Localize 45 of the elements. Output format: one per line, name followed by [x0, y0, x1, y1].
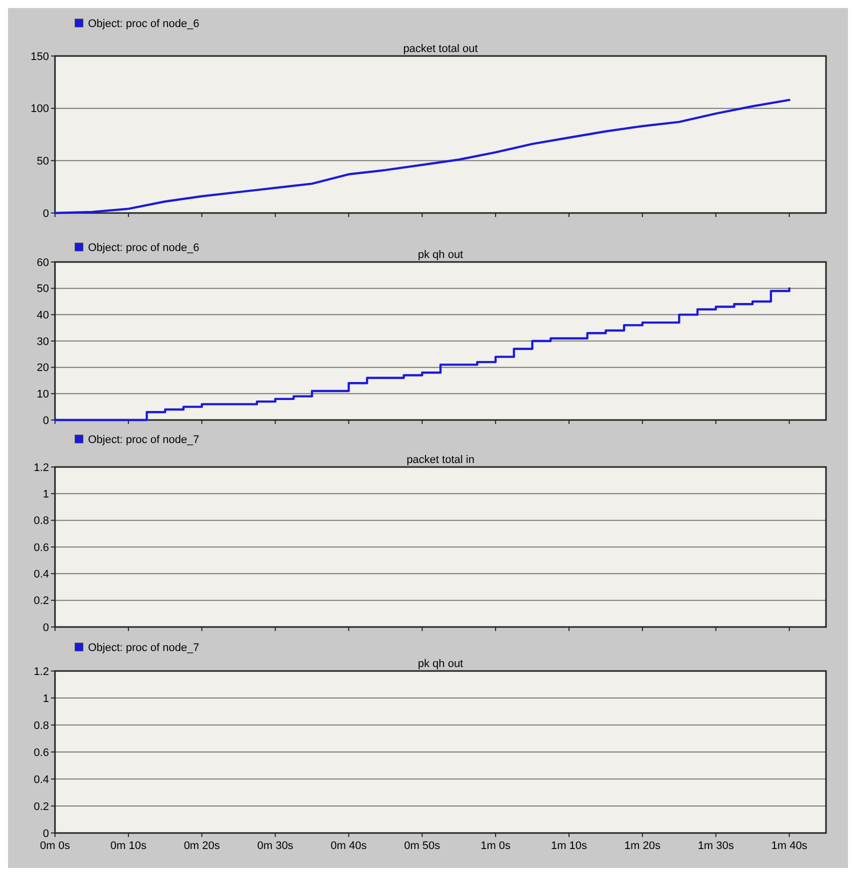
x-tick-label: 1m 30s	[698, 840, 734, 852]
y-tick-label: 1.2	[34, 462, 49, 474]
y-tick-label: 0.6	[34, 542, 49, 554]
x-tick-label: 0m 40s	[330, 840, 368, 852]
x-tick-label: 1m 0s	[480, 840, 512, 852]
y-tick-label: 0.8	[34, 720, 49, 732]
y-tick-label: 0.4	[34, 774, 49, 786]
x-tick-label: 1m 10s	[550, 840, 588, 852]
y-tick-label: 0.2	[34, 595, 49, 608]
y-tick-label: 0	[42, 622, 49, 634]
y-tick-label: 100	[30, 103, 49, 116]
x-tick-label: 0m 30s	[257, 840, 294, 852]
x-tick-label: 0m 20s	[184, 840, 220, 852]
legend-label: Object: proc of node_6	[88, 18, 200, 30]
legend-label: Object: proc of node_7	[88, 434, 200, 446]
y-tick-label: 60	[36, 256, 49, 269]
x-tick-label: 0m 0s	[40, 840, 70, 852]
y-tick-label: 0.4	[34, 568, 49, 581]
y-tick-label: 0.2	[34, 800, 49, 813]
x-tick-label: 1m 20s	[624, 840, 661, 852]
y-tick-label: 0.8	[34, 515, 49, 528]
x-tick-label: 1m 40s	[771, 840, 808, 852]
chart-title: pk qh out	[418, 249, 464, 261]
chart-title: packet total out	[403, 43, 478, 55]
y-tick-label: 50	[36, 283, 49, 296]
legend-label: Object: proc of node_7	[88, 642, 200, 654]
x-tick-label: 0m 50s	[404, 840, 441, 852]
y-tick-label: 1.2	[34, 666, 49, 678]
y-tick-label: 50	[36, 156, 49, 168]
y-tick-label: 0	[42, 208, 49, 220]
x-tick-label: 0m 10s	[110, 840, 147, 852]
y-tick-label: 0	[42, 828, 49, 840]
y-tick-label: 40	[36, 310, 49, 322]
y-tick-label: 150	[30, 50, 49, 63]
y-tick-label: 0.6	[34, 746, 49, 759]
y-tick-label: 10	[36, 388, 49, 401]
y-tick-label: 0	[42, 414, 49, 427]
y-tick-label: 30	[36, 336, 49, 348]
chart-title: pk qh out	[418, 658, 464, 670]
chart-title: packet total in	[406, 454, 474, 466]
y-tick-label: 1	[42, 692, 49, 705]
y-tick-label: 20	[36, 362, 49, 374]
y-tick-label: 1	[42, 488, 49, 501]
legend-label: Object: proc of node_6	[88, 242, 200, 254]
line-series	[54, 98, 790, 214]
